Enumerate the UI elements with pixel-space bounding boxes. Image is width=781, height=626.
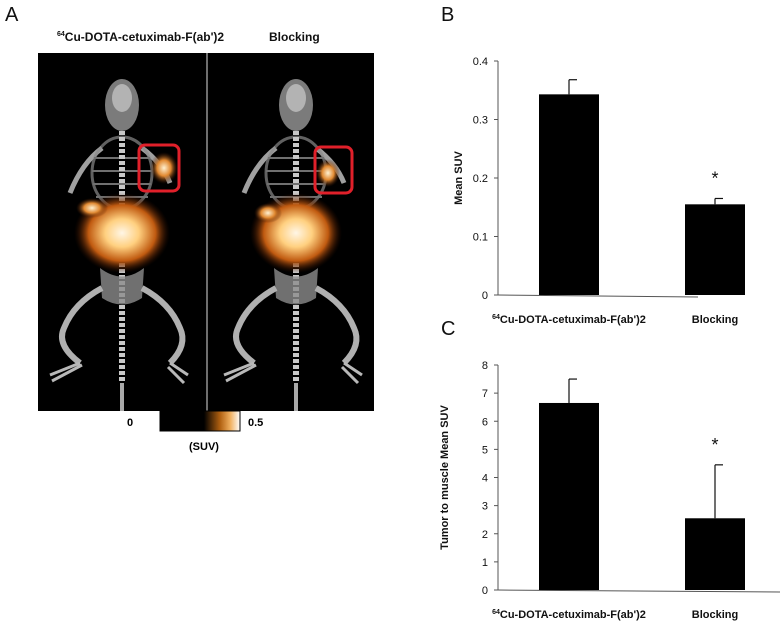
chart-b-x-axis xyxy=(497,294,699,298)
chart-b-bar-1 xyxy=(539,94,599,295)
chart-b-y-tick-label: 0.2 xyxy=(473,173,488,185)
chart-b-y-label: Mean SUV xyxy=(453,150,465,204)
tumor-uptake-right xyxy=(316,159,340,187)
chart-b-category-label-1: 64Cu-DOTA-cetuximab-F(ab')2 xyxy=(492,314,646,326)
pet-image-svg xyxy=(38,53,374,411)
panel-letter-c: C xyxy=(441,318,456,340)
pet-title-left: 64Cu-DOTA-cetuximab-F(ab')2 xyxy=(57,30,224,44)
colorbar-max-label: 0.5 xyxy=(248,417,263,429)
pet-animal-right xyxy=(224,79,362,411)
pet-image-panel xyxy=(38,53,374,411)
pet-title-right: Blocking xyxy=(269,30,320,44)
pet-title-left-text: Cu-DOTA-cetuximab-F(ab')2 xyxy=(64,30,225,44)
pet-animal-left xyxy=(50,79,188,411)
tumor-box-left xyxy=(137,143,181,193)
chart-b-category-label-2: Blocking xyxy=(692,314,738,326)
panel-letter-b: B xyxy=(441,4,455,26)
isotope-superscript: 64 xyxy=(57,31,65,38)
tumor-box-right xyxy=(313,145,354,195)
colorbar-gradient xyxy=(159,410,241,432)
colorbar-unit-label: (SUV) xyxy=(189,441,219,453)
chart-b-bar-2 xyxy=(685,204,745,295)
chart-b-y-tick-label: 0.4 xyxy=(473,56,488,68)
chart-b-y-tick-label: 0.3 xyxy=(473,115,488,127)
chart-b-significance-2: * xyxy=(711,168,718,188)
colorbar: 0 0.5 (SUV) xyxy=(127,410,263,453)
tumor-uptake-left xyxy=(150,152,178,184)
chart-b-y-tick-label: 0 xyxy=(482,290,488,302)
chart-b-y-tick-label: 0.1 xyxy=(473,232,488,244)
panel-letter-a: A xyxy=(5,4,19,26)
colorbar-min-label: 0 xyxy=(127,417,133,429)
